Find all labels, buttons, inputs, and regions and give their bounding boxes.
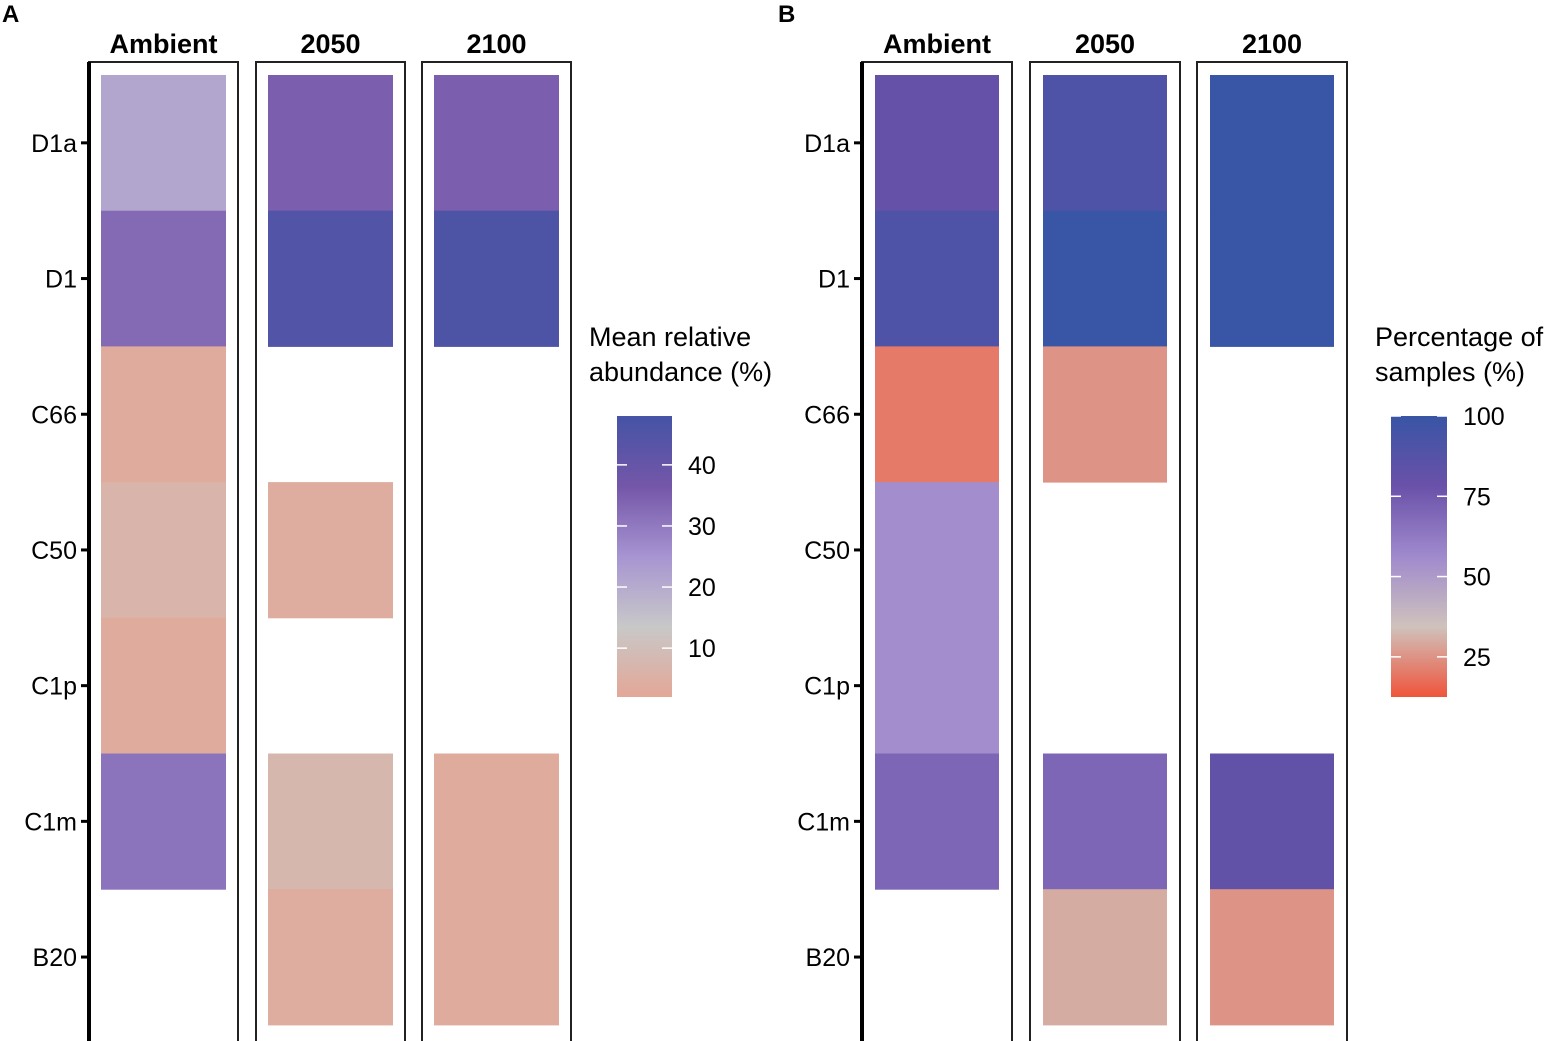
heat-tile-2100-d1	[1210, 210, 1334, 347]
heat-tile-ambient-c1m	[875, 753, 999, 890]
heat-tile-2100-b20	[434, 889, 559, 1026]
heat-tile-2100-c1m	[434, 753, 559, 890]
panel-letter-b: B	[778, 1, 795, 28]
y-tick-label-d1a: D1a	[31, 130, 77, 158]
facet-title-ambient: Ambient	[883, 29, 991, 59]
facet-title-2100: 2100	[466, 29, 526, 59]
heat-tile-ambient-c1p	[875, 617, 999, 754]
y-tick-label-b20: B20	[806, 944, 850, 972]
heat-tile-ambient-d1	[875, 210, 999, 347]
heat-tile-ambient-c1p	[101, 617, 226, 754]
facet-title-2050: 2050	[300, 29, 360, 59]
heat-tile-2050-d1a	[1043, 75, 1167, 212]
y-tick-label-c66: C66	[31, 401, 77, 429]
facet-frame-2100	[421, 61, 572, 1041]
legend-tick-label-20: 20	[688, 574, 716, 602]
facet-title-ambient: Ambient	[110, 29, 218, 59]
heat-tile-2050-c1m	[268, 753, 393, 890]
legend-tick-label-25: 25	[1463, 644, 1491, 672]
legend-colorbar	[617, 416, 672, 697]
heat-tile-ambient-c66	[875, 346, 999, 483]
y-tick-label-b20: B20	[33, 944, 77, 972]
legend-tick-label-100: 100	[1463, 403, 1505, 431]
facet-frame-2050	[1029, 61, 1181, 1041]
facet-title-2100: 2100	[1242, 29, 1302, 59]
heat-tile-2100-d1a	[1210, 75, 1334, 212]
legend-tick-label-10: 10	[688, 635, 716, 663]
facet-frame-2050	[255, 61, 406, 1041]
heat-tile-2050-d1	[1043, 210, 1167, 347]
y-tick-label-c50: C50	[804, 537, 850, 565]
heat-tile-2050-d1	[268, 210, 393, 347]
heat-tile-ambient-d1a	[101, 75, 226, 212]
y-tick-label-c1p: C1p	[804, 673, 850, 701]
heat-tile-2050-b20	[1043, 889, 1167, 1026]
panel-letter-a: A	[2, 1, 19, 28]
legend-tick-label-30: 30	[688, 513, 716, 541]
legend-colorbar	[1391, 416, 1447, 697]
heat-tile-2100-d1	[434, 210, 559, 347]
heat-tile-2050-c1m	[1043, 753, 1167, 890]
heat-tile-2100-c1m	[1210, 753, 1334, 890]
legend-title-line-1: Percentage of	[1375, 322, 1544, 352]
heat-tile-2100-b20	[1210, 889, 1334, 1026]
heat-tile-ambient-d1	[101, 210, 226, 347]
y-tick-label-c50: C50	[31, 537, 77, 565]
y-tick-label-c1p: C1p	[31, 673, 77, 701]
heat-tile-2050-d1a	[268, 75, 393, 212]
heat-tile-2050-b20	[268, 889, 393, 1026]
y-tick-label-c1m: C1m	[24, 808, 77, 836]
y-tick-label-d1a: D1a	[804, 130, 850, 158]
legend-tick-label-40: 40	[688, 452, 716, 480]
heat-tile-2050-c50	[268, 482, 393, 619]
y-tick-label-c1m: C1m	[797, 808, 850, 836]
panel-a: A Ambient 2050 2100 D1a D1 C66 C50 C1p C1m B20 M…	[2, 1, 772, 1041]
heat-tile-2100-d1a	[434, 75, 559, 212]
heat-tile-ambient-c50	[101, 482, 226, 619]
heat-tile-ambient-c50	[875, 482, 999, 619]
heat-tile-ambient-d1a	[875, 75, 999, 212]
heat-tile-ambient-c66	[101, 346, 226, 483]
panel-b: B Ambient 2050 2100 D1a D1 C66 C50 C1p C1m B20 P…	[778, 1, 1544, 1041]
heat-tile-2050-c66	[1043, 346, 1167, 483]
legend-title-line-2: abundance (%)	[589, 357, 772, 387]
y-tick-label-d1: D1	[45, 266, 77, 294]
facet-frame-2100	[1196, 61, 1348, 1041]
legend-title-line-2: samples (%)	[1375, 357, 1525, 387]
heat-tile-ambient-c1m	[101, 753, 226, 890]
y-tick-label-c66: C66	[804, 401, 850, 429]
legend-tick-label-50: 50	[1463, 564, 1491, 592]
legend-tick-label-75: 75	[1463, 483, 1491, 511]
facet-title-2050: 2050	[1075, 29, 1135, 59]
y-tick-label-d1: D1	[818, 266, 850, 294]
legend-title-line-1: Mean relative	[589, 322, 751, 352]
